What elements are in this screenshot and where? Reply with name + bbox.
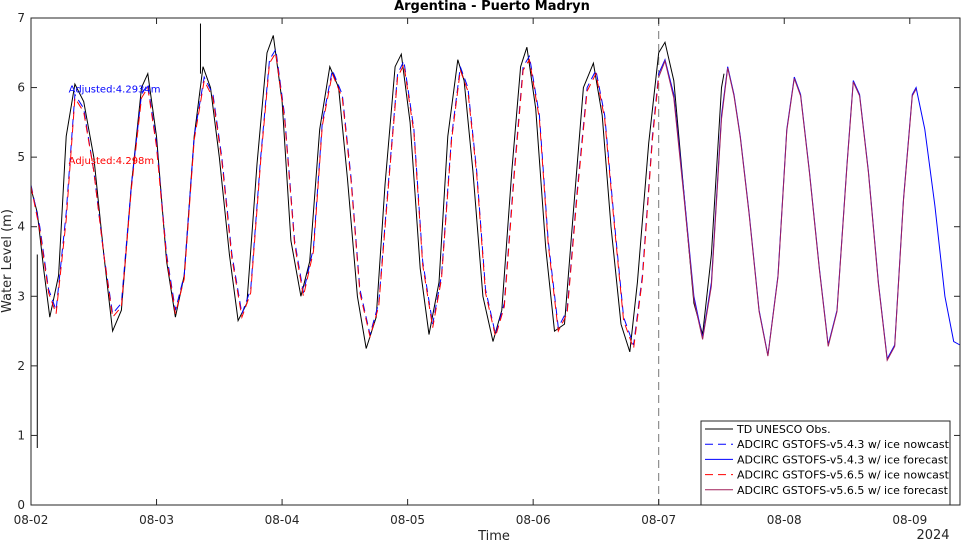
x-axis-label: Time <box>477 529 510 541</box>
legend-label-4: ADCIRC GSTOFS-v5.6.5 w/ ice forecast <box>737 484 949 497</box>
legend-label-1: ADCIRC GSTOFS-v5.4.3 w/ ice nowcast <box>737 438 950 451</box>
adjusted-annotation-0: Adjusted:4.2934m <box>69 84 161 95</box>
x-tick-label: 08-06 <box>516 513 551 527</box>
legend-label-3: ADCIRC GSTOFS-v5.6.5 w/ ice nowcast <box>737 469 950 482</box>
y-tick-label: 0 <box>17 498 25 512</box>
series-line-1 <box>30 47 660 346</box>
plot-frame <box>30 17 961 506</box>
y-tick-label: 3 <box>17 289 25 303</box>
legend-label-0: TD UNESCO Obs. <box>736 423 831 436</box>
x-tick-label: 08-08 <box>767 513 802 527</box>
y-axis-label: Water Level (m) <box>0 209 15 313</box>
x-tick-label: 08-05 <box>390 513 425 527</box>
y-tick-label: 4 <box>17 220 25 234</box>
legend-label-2: ADCIRC GSTOFS-v5.4.3 w/ ice forecast <box>737 453 949 466</box>
x-tick-label: 08-04 <box>265 513 300 527</box>
y-tick-label: 7 <box>17 11 25 25</box>
series-line-4 <box>658 59 917 362</box>
x-tick-label: 08-09 <box>892 513 927 527</box>
y-tick-label: 5 <box>17 150 25 164</box>
adjusted-annotation-1: Adjusted:4.298m <box>69 156 155 167</box>
series-line-3 <box>30 51 660 349</box>
y-tick-label: 2 <box>17 359 25 373</box>
y-tick-label: 1 <box>17 428 25 442</box>
chart-title: Argentina - Puerto Madryn <box>394 0 590 14</box>
x-tick-label: 08-03 <box>139 513 174 527</box>
year-label: 2024 <box>916 528 949 541</box>
legend-box <box>700 420 951 506</box>
series-line-0 <box>30 35 725 353</box>
x-tick-label: 08-07 <box>641 513 676 527</box>
y-tick-label: 6 <box>17 81 25 95</box>
x-tick-label: 08-02 <box>14 513 49 527</box>
legend: TD UNESCO Obs. ADCIRC GSTOFS-v5.4.3 w/ ic… <box>700 420 951 506</box>
